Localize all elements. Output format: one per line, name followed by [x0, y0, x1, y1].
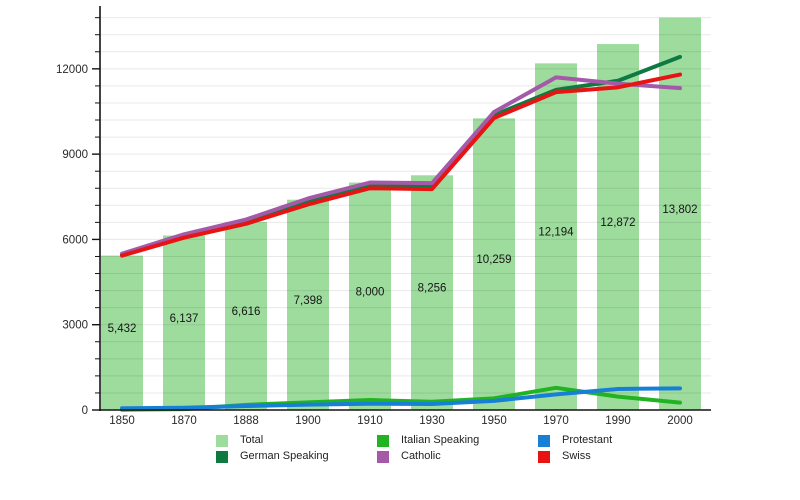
x-tick-label: 1870: [171, 415, 197, 427]
bar-value-label: 8,256: [418, 283, 447, 295]
bar: [659, 17, 701, 410]
catholic-swatch-icon: [377, 450, 389, 463]
bar-value-label: 6,137: [170, 313, 199, 325]
legend-item-catholic: Catholic: [377, 450, 441, 463]
y-tick-label: 3000: [62, 320, 88, 332]
y-tick-label: 12000: [56, 64, 88, 76]
bar: [349, 182, 391, 410]
bar: [163, 235, 205, 410]
bar-value-label: 12,194: [538, 227, 574, 239]
swiss-swatch-icon: [538, 450, 550, 463]
line-german-speaking: [120, 54, 682, 257]
bar-value-label: 13,802: [662, 204, 697, 216]
legend-item-swiss: Swiss: [538, 450, 591, 463]
legend-label-swiss: Swiss: [562, 450, 591, 462]
legend-item-total: Total: [216, 434, 263, 447]
x-tick-label: 1850: [109, 415, 135, 427]
x-tick-label: 2000: [667, 415, 693, 427]
bar: [535, 63, 577, 410]
legend-label-italian-speaking: Italian Speaking: [401, 434, 480, 446]
y-tick-label: 9000: [62, 149, 88, 161]
bar-value-label: 5,432: [108, 323, 137, 335]
bar-value-label: 10,259: [476, 254, 511, 266]
x-tick-label: 1900: [295, 415, 321, 427]
x-tick-label: 1990: [605, 415, 631, 427]
y-tick-label: 6000: [62, 234, 88, 246]
x-tick-label: 1950: [481, 415, 507, 427]
bar-value-label: 7,398: [294, 295, 323, 307]
x-tick-label: 1930: [419, 415, 445, 427]
line-swiss: [120, 72, 682, 258]
german-speaking-swatch-icon: [216, 450, 228, 463]
x-tick-label: 1888: [233, 415, 259, 427]
total-swatch-icon: [216, 434, 228, 447]
legend-label-total: Total: [240, 434, 264, 446]
legend-item-protestant: Protestant: [538, 434, 612, 447]
legend-item-german-speaking: German Speaking: [216, 450, 329, 463]
x-tick-label: 1910: [357, 415, 383, 427]
bar-value-label: 12,872: [600, 217, 635, 229]
bar: [597, 44, 639, 410]
chart-canvas: 0 3000 6000 9000 12000 1850 1870 1888 1900 1910 19…: [56, 6, 711, 427]
legend-item-italian-speaking: Italian Speaking: [377, 434, 479, 447]
y-tick-label: 0: [82, 405, 88, 417]
line-catholic: [120, 75, 682, 256]
bar: [287, 199, 329, 410]
bar: [225, 221, 267, 410]
italian-speaking-swatch-icon: [377, 434, 389, 447]
legend-label-catholic: Catholic: [401, 450, 441, 462]
protestant-swatch-icon: [538, 434, 550, 447]
x-tick-label: 1970: [543, 415, 569, 427]
legend: Total German Speaking Italian Speaking C…: [0, 0, 800, 463]
bar: [101, 255, 143, 410]
legend-label-protestant: Protestant: [562, 434, 613, 446]
legend-label-german-speaking: German Speaking: [240, 450, 329, 462]
bar-value-label: 8,000: [356, 286, 385, 298]
line-protestant: [120, 386, 682, 411]
bar: [411, 175, 453, 410]
bar-value-label: 6,616: [232, 306, 261, 318]
bar: [473, 118, 515, 410]
